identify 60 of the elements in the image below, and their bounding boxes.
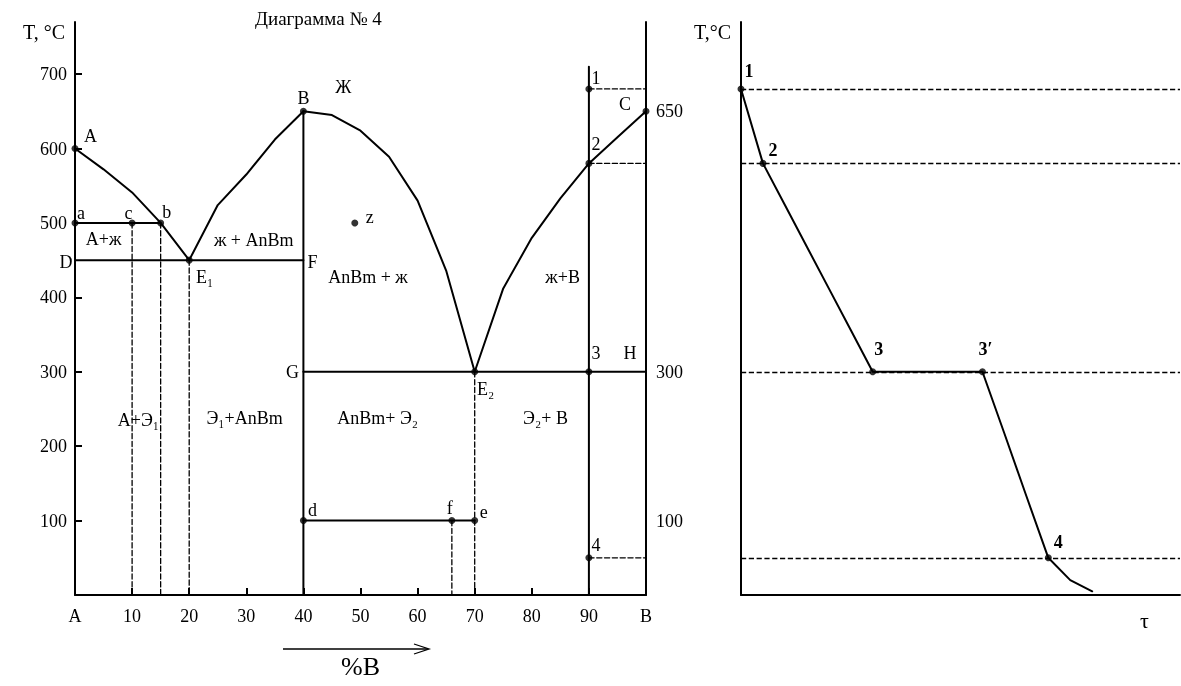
annotation: f [446, 497, 453, 518]
annotation: A+ж [85, 229, 122, 250]
annotation: d [307, 499, 317, 520]
y-tick-label: 100 [656, 510, 683, 531]
y-axis-title: T, °C [22, 21, 65, 43]
chart-title: Диаграмма № 4 [255, 8, 383, 29]
annotation: 4 [591, 534, 601, 555]
annotation: ж + AnBm [212, 230, 294, 251]
annotation: AnBm+ Э₂ [337, 407, 419, 428]
annotation: Э₁+AnBm [206, 407, 283, 428]
annotation: e [479, 501, 488, 522]
annotation: z [365, 206, 374, 227]
annotation: H [623, 342, 637, 363]
y-tick-label: 650 [656, 101, 683, 122]
x-tick-label: 20 [180, 606, 199, 626]
annotation: C [618, 94, 632, 115]
annotation: 4 [1053, 531, 1063, 552]
x-tick-label: 10 [123, 606, 142, 626]
annotation: ж+В [544, 267, 580, 288]
annotation: A [84, 125, 97, 146]
annotation: E₁ [196, 267, 214, 288]
x-tick-label: 70 [465, 606, 484, 626]
y-tick-label: 500 [40, 212, 67, 233]
annotation: 2 [768, 140, 778, 161]
annotation: a [77, 202, 85, 223]
x-tick-label: A [68, 606, 82, 626]
annotation: F [307, 252, 318, 273]
annotation: b [162, 201, 172, 222]
annotation: A+Э₁ [117, 410, 160, 431]
x-tick-label: 80 [522, 606, 541, 626]
y-tick-label: 200 [40, 436, 67, 457]
annotation: Э₂+ B [523, 407, 568, 428]
annotation: B [297, 88, 310, 109]
annotation: G [285, 361, 299, 382]
x-tick-label: 40 [294, 606, 313, 626]
x-axis-title: %B [341, 651, 380, 681]
x-tick-label: 30 [237, 606, 256, 626]
annotation: 3′ [978, 338, 993, 359]
annotation: 1 [591, 67, 601, 88]
annotation: 1 [744, 60, 754, 81]
y-tick-label: 700 [40, 64, 67, 85]
x-tick-label: B [639, 606, 653, 626]
annotation: D [59, 252, 73, 273]
annotation: 3 [591, 343, 601, 364]
y-tick-label: 300 [40, 361, 67, 382]
annotation: AnBm + ж [328, 267, 409, 288]
y-axis-title: T,°C [693, 21, 731, 43]
x-tick-label: 50 [351, 606, 370, 626]
y-tick-label: 300 [656, 361, 683, 382]
x-axis-title: τ [1140, 607, 1149, 633]
y-tick-label: 600 [40, 138, 67, 159]
y-tick-label: 100 [40, 510, 67, 531]
annotation: 2 [591, 134, 601, 155]
annotation: c [124, 202, 133, 223]
x-tick-label: 90 [579, 606, 598, 626]
y-tick-label: 400 [40, 287, 67, 308]
annotation: E₂ [477, 378, 495, 399]
annotation: 3 [874, 338, 884, 359]
annotation: Ж [335, 76, 353, 97]
x-tick-label: 60 [408, 606, 427, 626]
